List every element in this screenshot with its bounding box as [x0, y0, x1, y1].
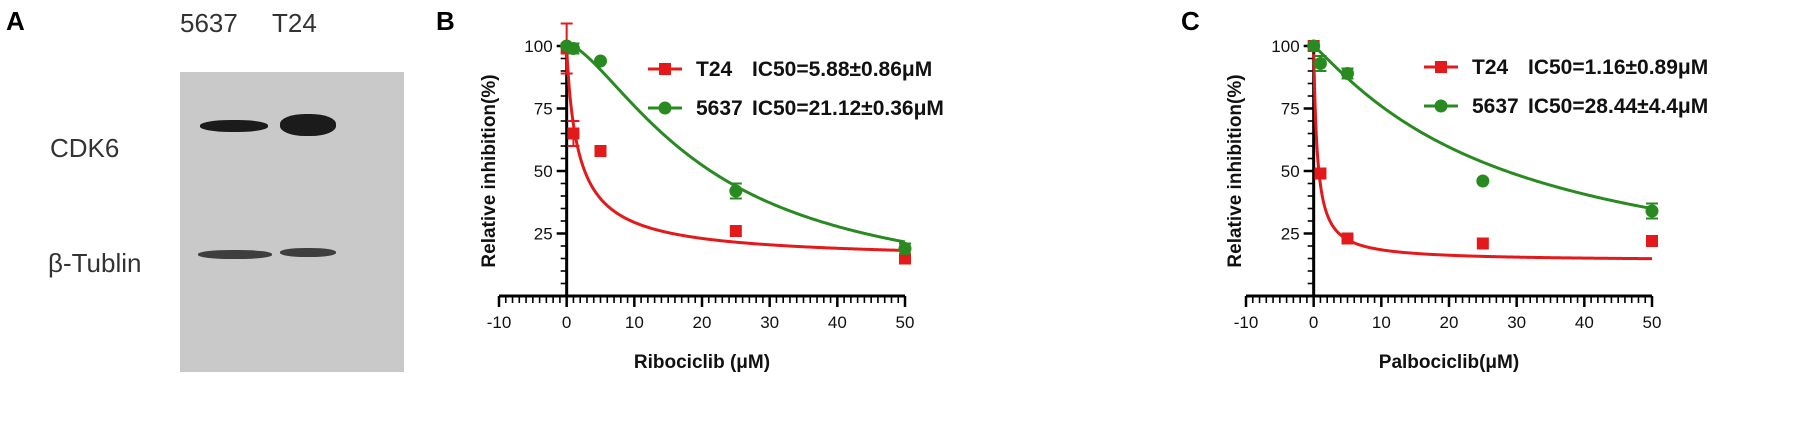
legend-marker-5637 [658, 101, 672, 115]
legend-name-t24: T24 [1472, 56, 1509, 79]
data-point-5637 [566, 42, 580, 55]
panel-b-letter: B [436, 6, 455, 36]
x-axis-title: Ribociclib (μM) [634, 352, 770, 373]
legend-name-5637: 5637 [696, 97, 743, 120]
x-tick-label: 50 [1643, 313, 1662, 332]
legend-ic50-t24: IC50=1.16±0.89μM [1528, 56, 1708, 79]
data-point-t24 [1341, 232, 1354, 245]
y-tick-label: 25 [534, 225, 553, 244]
western-blot-image [180, 72, 404, 372]
lane-label-5637: 5637 [180, 8, 238, 38]
x-tick-label: 20 [693, 313, 712, 332]
ribociclib-chart: -10 0 10 20 30 40 50 25 50 75 100 Ribociclib (μM) Re… [479, 22, 944, 373]
row-label-cdk6: CDK6 [50, 133, 120, 163]
legend-ic50-5637: IC50=28.44±4.4μM [1528, 95, 1708, 118]
data-point-t24 [1646, 235, 1658, 247]
data-point-5637 [1645, 204, 1659, 218]
x-tick-label: 10 [625, 313, 644, 332]
data-point-5637 [594, 54, 607, 68]
legend-name-5637: 5637 [1472, 95, 1519, 118]
fit-curve-5637 [566, 43, 906, 244]
data-point-t24 [1314, 167, 1327, 180]
x-tick-label: 50 [896, 313, 915, 332]
x-tick-label: 40 [828, 313, 847, 332]
cdk6-band-t24 [280, 114, 336, 136]
x-tick-label: 40 [1575, 313, 1594, 332]
y-tick-label: 100 [524, 37, 552, 56]
fit-curve-t24 [1312, 53, 1653, 261]
fit-curve-t24 [565, 49, 906, 252]
x-tick-label: 0 [1309, 313, 1318, 332]
fit-curve-5637 [1312, 44, 1653, 211]
panel-c-letter: C [1181, 6, 1200, 36]
panel-a-letter: A [6, 6, 25, 36]
palbociclib-chart: -10 0 10 20 30 40 50 25 50 75 100 Palbociclib(μM) Re… [1225, 37, 1708, 373]
x-tick-label: -10 [487, 313, 512, 332]
lane-label-t24: T24 [272, 8, 317, 38]
data-point-t24 [567, 127, 580, 140]
x-tick-label: 30 [1507, 313, 1526, 332]
row-label-tublin: β-Tublin [48, 248, 142, 278]
y-axis-title: Relative inhibition(%) [479, 74, 500, 267]
data-point-t24 [1476, 237, 1489, 250]
y-tick-label: 50 [1281, 162, 1300, 181]
y-tick-label: 100 [1271, 37, 1299, 56]
x-tick-label: -10 [1234, 313, 1259, 332]
data-point-t24 [594, 145, 607, 157]
x-axis-title: Palbociclib(μM) [1379, 352, 1519, 373]
data-point-5637 [1307, 39, 1321, 53]
legend-name-t24: T24 [696, 58, 733, 81]
tublin-band-5637 [198, 250, 272, 259]
y-tick-label: 75 [534, 100, 553, 119]
legend-ic50-t24: IC50=5.88±0.86μM [752, 58, 932, 81]
x-tick-label: 10 [1372, 313, 1391, 332]
data-point-5637 [729, 184, 743, 198]
y-tick-label: 50 [534, 162, 553, 181]
data-point-5637 [1476, 174, 1490, 188]
legend-marker-t24 [659, 63, 671, 75]
tublin-band-t24 [280, 248, 336, 257]
data-point-5637 [898, 242, 912, 255]
legend-marker-t24 [1435, 61, 1447, 73]
legend-ic50-5637: IC50=21.12±0.36μM [752, 97, 944, 120]
data-point-5637 [1313, 57, 1327, 70]
cdk6-band-5637 [200, 120, 268, 132]
data-point-5637 [1341, 67, 1354, 80]
legend-marker-5637 [1434, 99, 1448, 113]
x-tick-label: 30 [760, 313, 779, 332]
y-tick-label: 75 [1281, 100, 1300, 119]
y-tick-label: 25 [1281, 225, 1300, 244]
x-tick-label: 0 [562, 313, 571, 332]
y-axis-title: Relative inhibition(%) [1225, 74, 1246, 267]
data-point-t24 [729, 225, 742, 237]
x-tick-label: 20 [1440, 313, 1459, 332]
data-point-t24 [899, 252, 911, 265]
